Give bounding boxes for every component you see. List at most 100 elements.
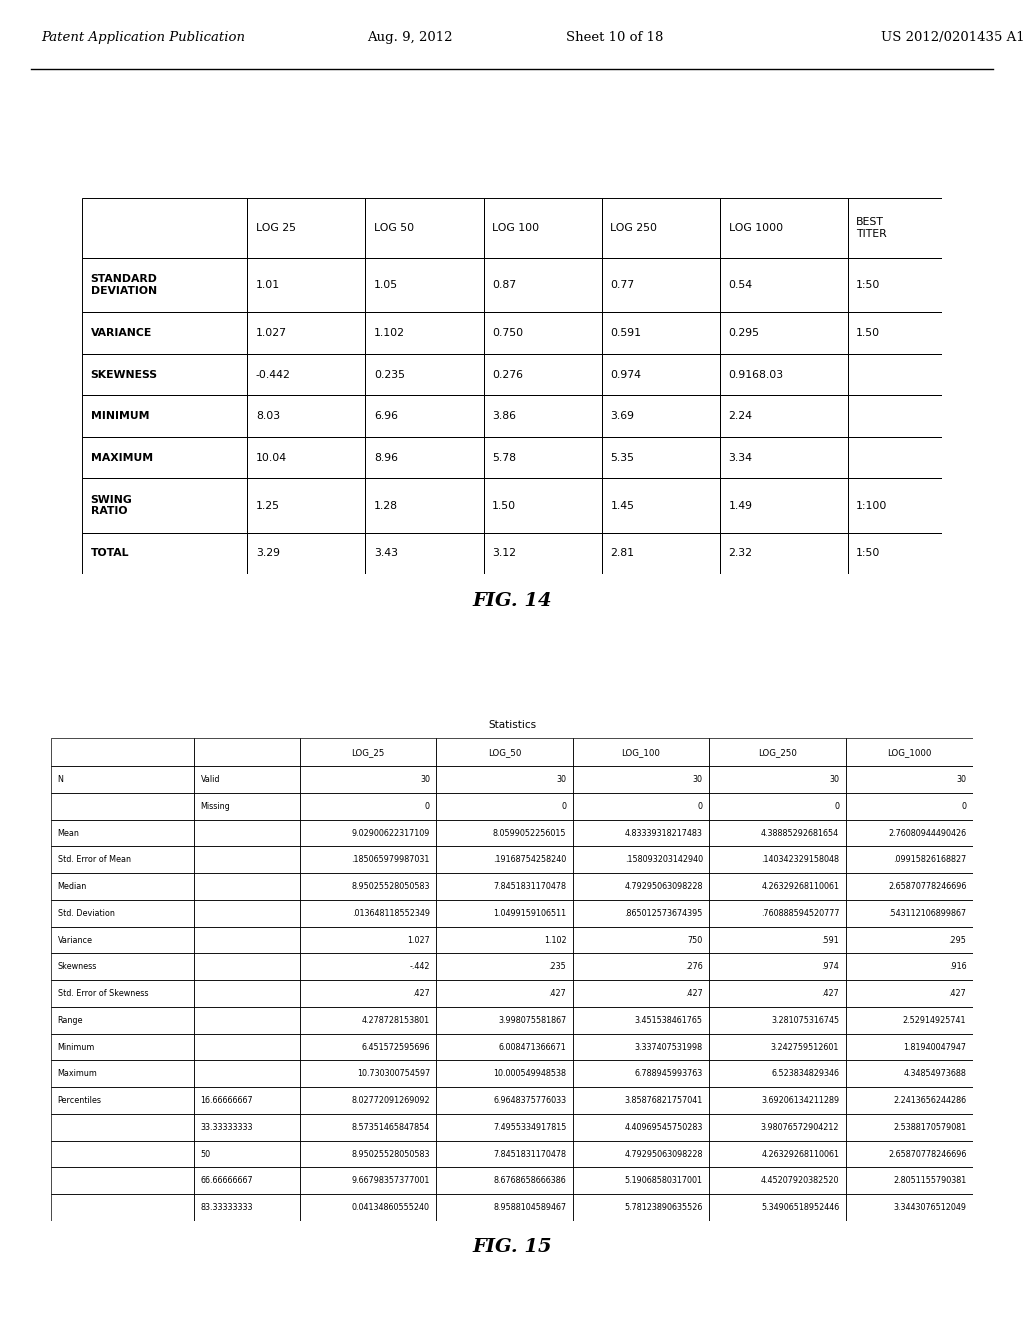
Text: 5.78: 5.78 (493, 453, 516, 462)
Text: 1.28: 1.28 (374, 500, 398, 511)
Bar (51, 766, 195, 793)
Bar (51, 1007, 195, 1034)
Bar (195, 874, 300, 900)
Text: 3.85876821757041: 3.85876821757041 (625, 1096, 702, 1105)
Bar (572, 1195, 710, 1221)
Bar (366, 198, 483, 257)
Text: 1.102: 1.102 (544, 936, 566, 945)
Bar (51, 793, 195, 820)
Text: .427: .427 (948, 989, 967, 998)
Text: 6.788945993763: 6.788945993763 (635, 1069, 702, 1078)
Bar (602, 257, 720, 313)
Bar (848, 533, 942, 574)
Text: 3.998075581867: 3.998075581867 (498, 1016, 566, 1024)
Bar (82, 257, 248, 313)
Bar (366, 533, 483, 574)
Text: 30: 30 (829, 775, 840, 784)
Text: 2.2413656244286: 2.2413656244286 (893, 1096, 967, 1105)
Bar (572, 820, 710, 846)
Bar (195, 1060, 300, 1088)
Text: 2.76080944490426: 2.76080944490426 (888, 829, 967, 838)
Text: 1:100: 1:100 (856, 500, 888, 511)
Text: Median: Median (57, 882, 87, 891)
Text: FIG. 14: FIG. 14 (472, 591, 552, 610)
Bar (51, 820, 195, 846)
Bar (846, 846, 973, 874)
Text: 4.83339318217483: 4.83339318217483 (625, 829, 702, 838)
Bar (572, 766, 710, 793)
Text: 7.4955334917815: 7.4955334917815 (493, 1123, 566, 1131)
Text: 5.78123890635526: 5.78123890635526 (625, 1203, 702, 1212)
Bar (51, 874, 195, 900)
Text: 66.66666667: 66.66666667 (201, 1176, 253, 1185)
Bar (300, 874, 436, 900)
Bar (51, 738, 195, 766)
Text: Aug. 9, 2012: Aug. 9, 2012 (367, 32, 453, 45)
Text: 3.86: 3.86 (493, 411, 516, 421)
Text: 1:50: 1:50 (856, 280, 881, 290)
Bar (846, 820, 973, 846)
Text: SKEWNESS: SKEWNESS (90, 370, 158, 380)
Text: 6.523834829346: 6.523834829346 (771, 1069, 840, 1078)
Bar (51, 981, 195, 1007)
Text: 1.102: 1.102 (374, 329, 406, 338)
Bar (846, 900, 973, 927)
Text: LOG 1000: LOG 1000 (728, 223, 782, 232)
Bar (248, 478, 366, 533)
Text: 0.591: 0.591 (610, 329, 641, 338)
Bar (602, 395, 720, 437)
Text: 10.000549948538: 10.000549948538 (494, 1069, 566, 1078)
Bar (483, 354, 602, 395)
Bar (300, 1007, 436, 1034)
Text: .235: .235 (549, 962, 566, 972)
Bar (300, 1034, 436, 1060)
Bar (300, 793, 436, 820)
Text: 0.276: 0.276 (493, 370, 523, 380)
Bar (195, 1140, 300, 1167)
Bar (300, 766, 436, 793)
Text: 3.3443076512049: 3.3443076512049 (893, 1203, 967, 1212)
Text: .916: .916 (948, 962, 967, 972)
Bar (195, 900, 300, 927)
Bar (846, 1195, 973, 1221)
Text: LOG_1000: LOG_1000 (887, 747, 932, 756)
Text: 30: 30 (556, 775, 566, 784)
Text: Sheet 10 of 18: Sheet 10 of 18 (565, 32, 664, 45)
Bar (366, 437, 483, 478)
Text: Variance: Variance (57, 936, 92, 945)
Text: 3.29: 3.29 (256, 548, 280, 558)
Text: 750: 750 (687, 936, 702, 945)
Bar (195, 1007, 300, 1034)
Bar (248, 533, 366, 574)
Bar (572, 738, 710, 766)
Text: 30: 30 (956, 775, 967, 784)
Text: 8.9588104589467: 8.9588104589467 (494, 1203, 566, 1212)
Bar (366, 354, 483, 395)
Text: 3.281075316745: 3.281075316745 (771, 1016, 840, 1024)
Text: .276: .276 (685, 962, 702, 972)
Bar (195, 927, 300, 953)
Text: LOG_25: LOG_25 (351, 747, 385, 756)
Bar (195, 766, 300, 793)
Text: 5.34906518952446: 5.34906518952446 (761, 1203, 840, 1212)
Bar (300, 981, 436, 1007)
Text: 1.05: 1.05 (374, 280, 398, 290)
Bar (572, 793, 710, 820)
Bar (710, 1167, 846, 1195)
Bar (602, 437, 720, 478)
Bar (436, 927, 572, 953)
Text: Percentiles: Percentiles (57, 1096, 101, 1105)
Bar (710, 766, 846, 793)
Bar (195, 1114, 300, 1140)
Bar (51, 1060, 195, 1088)
Text: 3.337407531998: 3.337407531998 (635, 1043, 702, 1052)
Bar (846, 793, 973, 820)
Bar (195, 793, 300, 820)
Text: 2.65870778246696: 2.65870778246696 (888, 1150, 967, 1159)
Text: MINIMUM: MINIMUM (90, 411, 150, 421)
Text: .974: .974 (821, 962, 840, 972)
Bar (300, 846, 436, 874)
Bar (710, 953, 846, 981)
Bar (602, 354, 720, 395)
Bar (51, 846, 195, 874)
